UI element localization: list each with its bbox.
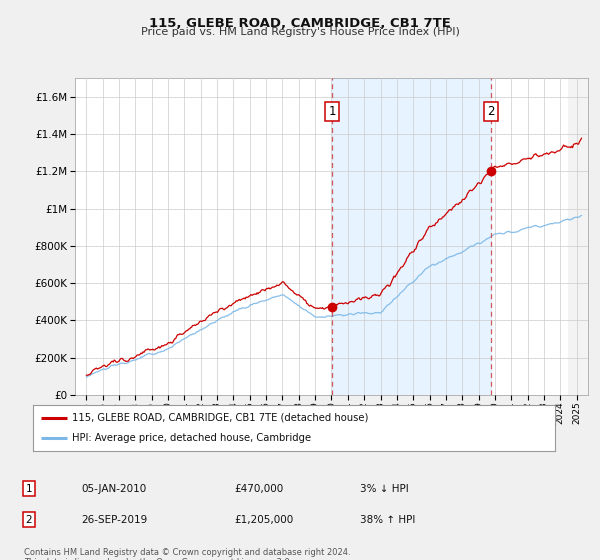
Text: 115, GLEBE ROAD, CAMBRIDGE, CB1 7TE: 115, GLEBE ROAD, CAMBRIDGE, CB1 7TE (149, 17, 451, 30)
Text: 1: 1 (25, 484, 32, 494)
Text: 26-SEP-2019: 26-SEP-2019 (81, 515, 147, 525)
Bar (332, 78, 491, 395)
Text: 2: 2 (487, 105, 494, 118)
Text: Contains HM Land Registry data © Crown copyright and database right 2024.
This d: Contains HM Land Registry data © Crown c… (24, 548, 350, 560)
Bar (568, 78, 593, 395)
Text: 3% ↓ HPI: 3% ↓ HPI (360, 484, 409, 494)
Text: £1,205,000: £1,205,000 (234, 515, 293, 525)
Text: Price paid vs. HM Land Registry's House Price Index (HPI): Price paid vs. HM Land Registry's House … (140, 27, 460, 37)
Text: 115, GLEBE ROAD, CAMBRIDGE, CB1 7TE (detached house): 115, GLEBE ROAD, CAMBRIDGE, CB1 7TE (det… (72, 413, 368, 423)
Text: 2: 2 (25, 515, 32, 525)
Text: 38% ↑ HPI: 38% ↑ HPI (360, 515, 415, 525)
Text: HPI: Average price, detached house, Cambridge: HPI: Average price, detached house, Camb… (72, 433, 311, 444)
Text: 1: 1 (328, 105, 336, 118)
Text: £470,000: £470,000 (234, 484, 283, 494)
Text: 05-JAN-2010: 05-JAN-2010 (81, 484, 146, 494)
